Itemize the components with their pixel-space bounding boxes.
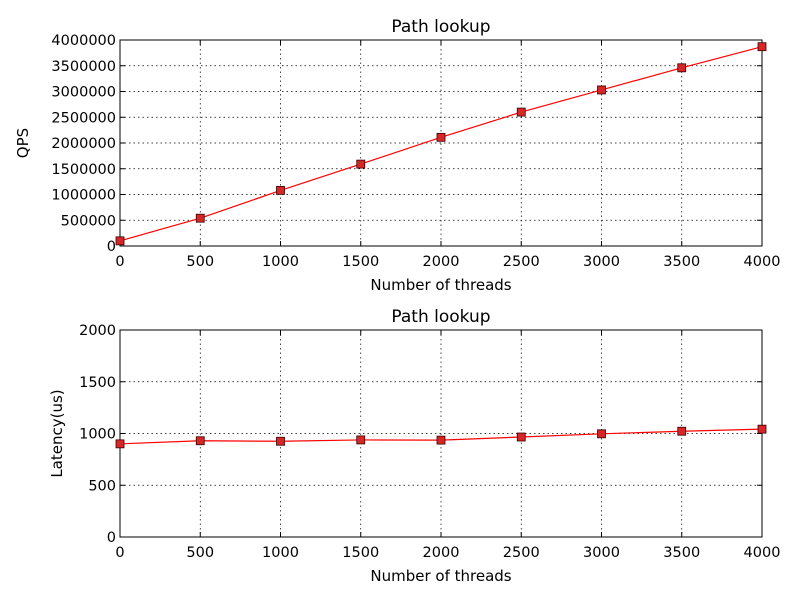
chart-1: 0 500 1000 1500 2000 2500 3000 3500 4000 0 500000 1… [14,17,780,294]
y-tick-label: 0 [107,239,116,255]
data-point-marker [276,185,285,195]
y-tick-label: 2000000 [51,136,116,152]
x-axis-label: Number of threads [370,276,511,294]
data-point-marker [195,213,205,223]
x-tick-label: 2000 [423,254,460,270]
data-point-marker [115,236,125,246]
y-tick-label: 0 [107,530,116,546]
chart-title: Path lookup [391,307,490,327]
data-point-marker [436,435,446,445]
y-tick-label: 1500 [79,375,116,391]
y-tick-label: 2500000 [51,110,116,126]
data-point-marker [276,436,285,446]
y-axis-label: Latency(us) [48,389,66,477]
x-tick-label: 3000 [583,254,620,270]
x-axis-label: Number of threads [370,567,511,585]
data-point-marker [597,429,606,439]
y-tick-label: 1500000 [51,162,116,178]
data-point-marker [677,426,687,436]
x-tick-label: 0 [115,254,124,270]
y-tick-label: 4000000 [51,33,116,49]
y-axis-label: QPS [14,128,32,158]
x-tick-label: 4000 [744,545,781,561]
x-tick-label: 3000 [583,545,620,561]
data-point-marker [516,432,526,442]
data-point-marker [516,107,526,117]
y-tick-label: 1000000 [51,188,116,204]
x-tick-label: 2500 [503,545,540,561]
data-point-marker [115,439,125,449]
x-tick-label: 1000 [262,545,299,561]
x-tick-label: 1000 [262,254,299,270]
y-tick-label: 1000 [79,427,116,443]
x-tick-label: 0 [115,545,124,561]
x-tick-label: 1500 [342,545,379,561]
chart-title: Path lookup [391,17,490,37]
x-tick-label: 2500 [503,254,540,270]
y-tick-label: 500 [88,478,116,494]
x-tick-label: 1500 [342,254,379,270]
data-point-marker [757,42,767,52]
x-tick-label: 500 [186,254,214,270]
x-tick-label: 2000 [423,545,460,561]
y-tick-label: 3500000 [51,59,116,75]
y-tick-label: 500000 [61,213,116,229]
data-point-marker [356,159,366,169]
data-point-marker [195,436,205,446]
data-point-marker [757,424,767,434]
x-tick-label: 3500 [663,545,700,561]
x-tick-label: 500 [186,545,214,561]
data-point-marker [677,63,687,73]
x-tick-label: 4000 [744,254,781,270]
data-point-marker [597,85,606,95]
data-point-marker [436,132,446,142]
data-point-marker [356,435,366,445]
y-tick-label: 2000 [79,323,116,339]
x-tick-label: 3500 [663,254,700,270]
chart-2: 0 500 1000 1500 2000 2500 3000 3500 4000 0 500 1000… [48,307,780,585]
y-tick-label: 3000000 [51,85,116,101]
